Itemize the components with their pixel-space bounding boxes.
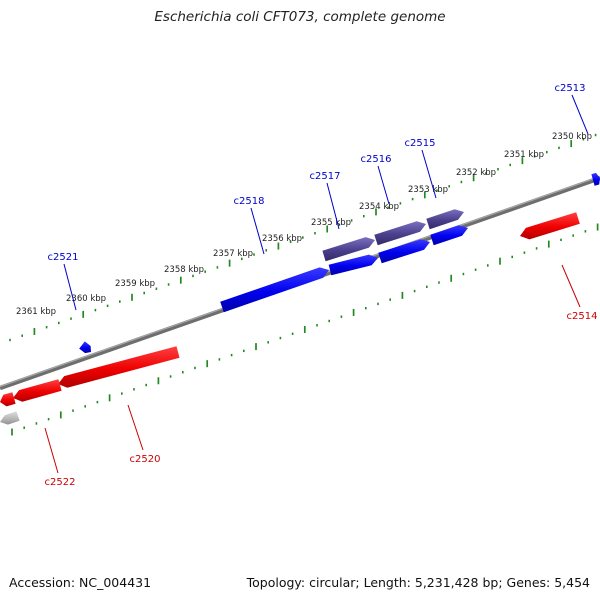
gene-label-c2518: c2518 bbox=[234, 196, 265, 207]
gene-label-c2515: c2515 bbox=[405, 138, 436, 149]
gene-label-c2521: c2521 bbox=[48, 252, 79, 263]
gene-c2517-feature[interactable] bbox=[328, 254, 378, 276]
gene-label-c2517: c2517 bbox=[310, 171, 341, 182]
gene-leader-line bbox=[421, 149, 437, 199]
gene-leader-line bbox=[561, 264, 581, 308]
scale-label: 2350 kbp bbox=[552, 132, 592, 142]
accession-text: Accession: NC_004431 bbox=[9, 575, 152, 590]
gene-leader-line bbox=[377, 165, 390, 205]
gene-label-c2513: c2513 bbox=[555, 83, 586, 94]
gene-c2515-alt-feature[interactable] bbox=[426, 209, 464, 230]
scale-label: 2355 kbp bbox=[311, 218, 351, 228]
gene-c2521-feature[interactable] bbox=[79, 341, 91, 354]
gene-left-edge-feature[interactable] bbox=[0, 392, 16, 407]
gene-label-c2514: c2514 bbox=[567, 311, 598, 322]
gene-label-c2520: c2520 bbox=[130, 454, 161, 465]
scale-labels: 2361 kbp 2360 kbp 2359 kbp 2358 kbp 2357 kbp… bbox=[16, 132, 592, 317]
scale-label: 2352 kbp bbox=[456, 168, 496, 178]
map-title: Escherichia coli CFT073, complete genome bbox=[154, 9, 446, 25]
gene-c2516-feature[interactable] bbox=[378, 239, 430, 264]
gene-leader-line bbox=[571, 94, 589, 135]
gene-label-c2516: c2516 bbox=[361, 154, 392, 165]
scale-label: 2357 kbp bbox=[213, 249, 253, 259]
gene-c2522-feature[interactable] bbox=[13, 379, 62, 402]
scale-label: 2354 kbp bbox=[359, 202, 399, 212]
gene-leader-line bbox=[44, 427, 59, 474]
scale-label: 2351 kbp bbox=[504, 150, 544, 160]
gene-c2518-feature[interactable] bbox=[220, 267, 329, 313]
gene-c2514-feature[interactable] bbox=[520, 212, 580, 240]
gene-pseudo-feature[interactable] bbox=[0, 411, 20, 425]
scale-ticks-inner bbox=[11, 223, 599, 436]
gene-c2513-feature[interactable] bbox=[591, 172, 600, 186]
gene-leader-line bbox=[127, 404, 144, 451]
gene-c2516-alt-feature[interactable] bbox=[374, 221, 426, 246]
scale-label: 2360 kbp bbox=[66, 294, 106, 304]
gene-leader-line bbox=[63, 263, 77, 311]
gene-leader-line bbox=[250, 207, 265, 255]
gene-label-c2522: c2522 bbox=[45, 477, 76, 488]
scale-label: 2359 kbp bbox=[115, 279, 155, 289]
gene-c2520-feature[interactable] bbox=[58, 346, 180, 388]
gene-c2517-alt-feature[interactable] bbox=[322, 237, 375, 262]
scale-label: 2358 kbp bbox=[164, 265, 204, 275]
scale-label: 2353 kbp bbox=[408, 185, 448, 195]
gene-labels: c2521 c2518 c2517 c2516 c2515 c2513 c2522 c2520… bbox=[44, 83, 598, 488]
gene-c2515-feature[interactable] bbox=[430, 225, 468, 246]
genome-summary-text: Topology: circular; Length: 5,231,428 bp… bbox=[246, 575, 590, 590]
gene-leader-line bbox=[326, 182, 340, 230]
gene-features[interactable] bbox=[0, 172, 600, 425]
scale-ticks-outer bbox=[9, 133, 597, 342]
scale-label: 2356 kbp bbox=[262, 234, 302, 244]
scale-label: 2361 kbp bbox=[16, 307, 56, 317]
